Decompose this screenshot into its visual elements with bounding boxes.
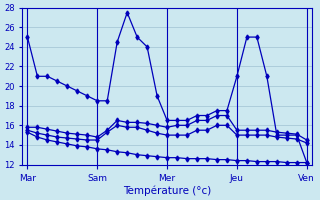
X-axis label: Température (°c): Température (°c): [123, 185, 211, 196]
